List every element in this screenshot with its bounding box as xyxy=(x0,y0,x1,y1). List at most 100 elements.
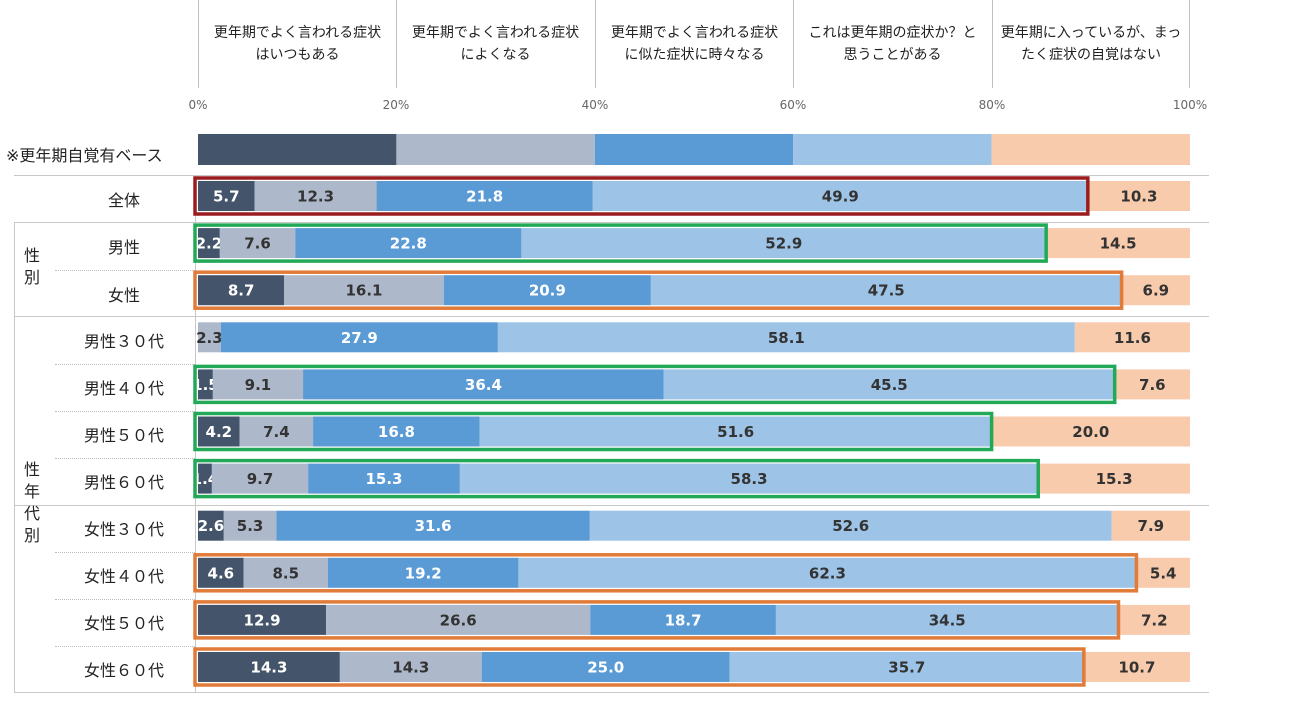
separator-male-female xyxy=(14,505,1209,506)
data-label: 25.0 xyxy=(587,659,624,677)
bar-segment xyxy=(1114,369,1190,400)
bar-segment xyxy=(220,322,498,353)
separator-sex xyxy=(14,316,1209,317)
data-label: 9.1 xyxy=(245,376,272,394)
data-label: 62.3 xyxy=(809,564,846,582)
data-label: 20.0 xyxy=(1072,423,1109,441)
highlight-box xyxy=(193,364,1117,405)
highlight-box xyxy=(193,600,1121,640)
data-label: 36.4 xyxy=(465,376,502,394)
bar-segment xyxy=(276,510,590,541)
legend-text-4a: これは更年期の症状か？と xyxy=(808,25,977,41)
bar-segment xyxy=(775,604,1119,635)
data-label: 16.1 xyxy=(345,282,382,300)
x-tick-100: 100% xyxy=(1172,98,1208,112)
bar-segment xyxy=(327,557,519,588)
bar-segment xyxy=(212,369,304,400)
data-label: 14.5 xyxy=(1100,235,1137,253)
highlight-box xyxy=(193,647,1086,687)
data-label: 12.3 xyxy=(297,188,334,206)
data-label: 21.8 xyxy=(466,188,503,206)
data-label: 1.4 xyxy=(192,470,219,488)
bar-segment xyxy=(1046,228,1190,259)
data-label: 52.9 xyxy=(765,235,802,253)
bar-segment xyxy=(1111,510,1190,541)
data-label: 51.6 xyxy=(717,423,754,441)
bar-segment xyxy=(592,181,1088,211)
bar-segment xyxy=(198,228,220,259)
bar-segment xyxy=(991,416,1190,447)
bar-segment xyxy=(590,604,776,635)
x-tick-40: 40% xyxy=(581,98,609,112)
separator-dotted xyxy=(55,458,195,459)
bar-segment xyxy=(1136,557,1190,588)
separator-top xyxy=(14,175,1209,176)
data-label: 58.3 xyxy=(731,470,768,488)
data-label: 5.3 xyxy=(237,517,264,535)
bar-segment xyxy=(243,557,328,588)
bar-segment xyxy=(1118,604,1190,635)
bar-segment xyxy=(326,604,591,635)
data-label: 52.6 xyxy=(832,517,869,535)
highlight-box xyxy=(193,411,994,452)
bar-segment xyxy=(198,652,340,682)
data-label: 7.6 xyxy=(244,235,271,253)
row-label: 女性５０代 xyxy=(83,614,164,633)
data-label: 4.6 xyxy=(208,564,235,582)
data-label: 2.6 xyxy=(198,517,225,535)
data-label: 15.3 xyxy=(365,470,402,488)
group-label-sex-age: 性年代別 xyxy=(23,460,40,545)
data-label: 22.8 xyxy=(390,235,427,253)
row-label: 男性４０代 xyxy=(83,379,164,398)
legend-text-1a: 更年期でよく言われる症状 xyxy=(213,25,382,41)
row-label: 男性３０代 xyxy=(83,332,164,351)
bar-segment xyxy=(223,510,277,541)
legend-text-2b: によくなる xyxy=(460,47,531,63)
x-tick-60: 60% xyxy=(779,98,807,112)
bar-segment xyxy=(663,369,1115,400)
highlight-box xyxy=(193,270,1124,310)
data-label: 58.1 xyxy=(768,329,805,347)
data-label: 20.9 xyxy=(529,282,566,300)
bar-segment xyxy=(198,181,255,211)
highlight-box xyxy=(193,458,1040,499)
highlight-box xyxy=(193,223,1048,263)
bar-segment xyxy=(303,369,664,400)
data-label: 5.7 xyxy=(213,188,240,206)
highlight-box xyxy=(193,553,1139,593)
bar-segment xyxy=(443,275,651,306)
bar-segment xyxy=(198,322,221,353)
data-label: 2.3 xyxy=(196,329,223,347)
data-label: 9.7 xyxy=(247,470,274,488)
bar-segment xyxy=(254,181,377,211)
row-label: 男性 xyxy=(107,238,140,257)
data-label: 12.9 xyxy=(244,611,281,629)
data-label: 27.9 xyxy=(341,329,378,347)
legend-item-5: 更年期に入っているが、まっ たく症状の自覚はない xyxy=(992,0,1190,88)
bar-segment xyxy=(1038,463,1190,494)
base-note: ※更年期自覚有ベース xyxy=(6,146,163,165)
row-label: 女性３０代 xyxy=(83,520,164,539)
bar-segment xyxy=(1087,181,1190,211)
data-label: 6.9 xyxy=(1143,282,1170,300)
data-label: 8.5 xyxy=(273,564,300,582)
separator-bottom xyxy=(14,692,1209,693)
row-label: 女性 xyxy=(107,286,140,305)
bar-segment xyxy=(376,181,593,211)
bar-segment xyxy=(518,557,1137,588)
data-label: 11.6 xyxy=(1114,329,1151,347)
row-label: 女性６０代 xyxy=(83,661,164,680)
data-label: 49.9 xyxy=(822,188,859,206)
legend-text-1b: はいつもある xyxy=(255,47,340,63)
bar-segment xyxy=(1083,652,1190,682)
legend-item-4: これは更年期の症状か？と 思うことがある xyxy=(793,0,991,88)
bar-segment xyxy=(521,228,1047,259)
data-label: 7.6 xyxy=(1139,376,1166,394)
separator-dotted xyxy=(55,270,195,271)
bar-segment xyxy=(497,322,1075,353)
row-label: 女性４０代 xyxy=(83,567,164,586)
legend-text-2a: 更年期でよく言われる症状 xyxy=(411,25,580,41)
data-label: 1.5 xyxy=(192,376,219,394)
data-label: 2.2 xyxy=(196,235,223,253)
